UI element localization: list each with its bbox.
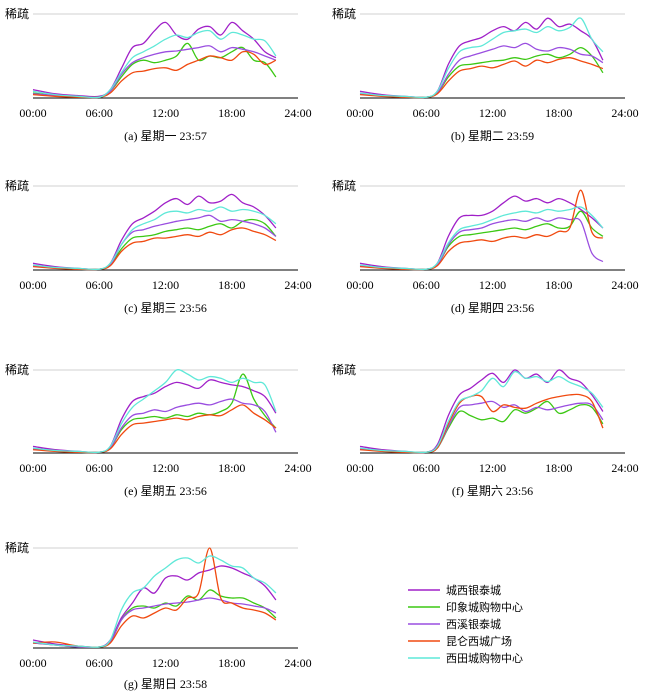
legend-label: 昆仑西城广场 [446, 634, 512, 648]
x-tick-label: 18:00 [545, 278, 572, 292]
x-tick-label: 06:00 [413, 278, 440, 292]
x-tick-label: 24:00 [611, 106, 638, 120]
x-tick-label: 00:00 [346, 278, 373, 292]
series-line [32, 589, 277, 649]
series-line [359, 400, 604, 454]
chart-panel: 稀疏 00:00 06:00 12:00 18:00 24:00 (b) 星期二 23:59 [332, 6, 639, 143]
x-tick-label: 12:00 [479, 278, 506, 292]
x-tick-label: 00:00 [19, 278, 46, 292]
series-line [359, 206, 604, 271]
x-tick-label: 12:00 [152, 461, 179, 475]
y-tick-label: 稀疏 [5, 178, 29, 193]
x-tick-label: 24:00 [284, 106, 311, 120]
chart-panel: 稀疏 00:00 06:00 12:00 18:00 24:00 (f) 星期六 23:56 [332, 362, 639, 498]
x-tick-label: 12:00 [152, 106, 179, 120]
x-tick-label: 00:00 [19, 656, 46, 670]
series-line [359, 17, 604, 99]
series-line [32, 193, 277, 271]
y-tick-label: 稀疏 [332, 362, 356, 377]
legend-label: 印象城购物中心 [446, 600, 523, 614]
chart-panel: 稀疏 00:00 06:00 12:00 18:00 24:00 (d) 星期四 23:56 [332, 178, 639, 315]
x-tick-label: 24:00 [284, 656, 311, 670]
y-tick-label: 稀疏 [332, 6, 356, 21]
series-line [32, 206, 277, 271]
x-tick-label: 00:00 [19, 461, 46, 475]
series-line [359, 42, 604, 99]
x-tick-label: 24:00 [611, 278, 638, 292]
series-line [32, 29, 277, 99]
legend-label: 城西银泰城 [446, 583, 501, 597]
panel-caption: (d) 星期四 23:56 [451, 301, 534, 315]
chart-panel: 稀疏 00:00 06:00 12:00 18:00 24:00 (c) 星期三 23:56 [5, 178, 312, 315]
x-tick-label: 06:00 [413, 106, 440, 120]
x-tick-label: 18:00 [545, 106, 572, 120]
x-tick-label: 06:00 [413, 461, 440, 475]
panel-caption: (b) 星期二 23:59 [451, 129, 534, 143]
chart-panel: 稀疏 00:00 06:00 12:00 18:00 24:00 (g) 星期日 23:58 [5, 540, 312, 691]
x-tick-label: 24:00 [284, 278, 311, 292]
series-line [32, 21, 277, 98]
series-line [32, 42, 277, 99]
series-line [32, 369, 277, 454]
series-line [32, 555, 277, 648]
chart-panel: 稀疏 00:00 06:00 12:00 18:00 24:00 (a) 星期一 23:57 [5, 6, 312, 143]
panel-caption: (e) 星期五 23:56 [124, 484, 207, 498]
legend-label: 西溪银泰城 [446, 617, 501, 631]
y-tick-label: 稀疏 [5, 540, 29, 555]
x-tick-label: 06:00 [86, 656, 113, 670]
series-line [359, 57, 604, 99]
chart-panels: 稀疏 00:00 06:00 12:00 18:00 24:00 (a) 星期一 23:57… [5, 6, 639, 691]
series-line [32, 398, 277, 454]
x-tick-label: 00:00 [346, 461, 373, 475]
series-line [359, 217, 604, 271]
series-line [32, 50, 277, 99]
x-tick-label: 18:00 [545, 461, 572, 475]
y-tick-label: 稀疏 [5, 362, 29, 377]
y-tick-label: 稀疏 [5, 6, 29, 21]
x-tick-label: 18:00 [218, 278, 245, 292]
x-tick-label: 18:00 [218, 106, 245, 120]
x-tick-label: 12:00 [152, 278, 179, 292]
x-tick-label: 18:00 [218, 461, 245, 475]
chart-panel: 稀疏 00:00 06:00 12:00 18:00 24:00 (e) 星期五 23:56 [5, 362, 312, 498]
x-tick-label: 06:00 [86, 106, 113, 120]
x-tick-label: 18:00 [218, 656, 245, 670]
x-tick-label: 12:00 [479, 461, 506, 475]
panel-caption: (a) 星期一 23:57 [124, 129, 207, 143]
series-line [32, 218, 277, 271]
series-line [359, 189, 604, 271]
series-line [359, 370, 604, 454]
x-tick-label: 06:00 [86, 461, 113, 475]
x-tick-label: 12:00 [152, 656, 179, 670]
panel-caption: (g) 星期日 23:58 [124, 677, 207, 691]
panel-caption: (f) 星期六 23:56 [452, 484, 533, 498]
series-line [32, 404, 277, 454]
x-tick-label: 24:00 [284, 461, 311, 475]
series-line [359, 400, 604, 454]
legend-label: 西田城购物中心 [446, 651, 523, 665]
series-line [32, 597, 277, 649]
x-tick-label: 24:00 [611, 461, 638, 475]
x-tick-label: 12:00 [479, 106, 506, 120]
y-tick-label: 稀疏 [332, 178, 356, 193]
x-tick-label: 06:00 [86, 278, 113, 292]
series-line [359, 46, 604, 99]
legend-box [398, 572, 566, 664]
x-tick-label: 00:00 [19, 106, 46, 120]
panel-caption: (c) 星期三 23:56 [124, 301, 207, 315]
x-tick-label: 00:00 [346, 106, 373, 120]
